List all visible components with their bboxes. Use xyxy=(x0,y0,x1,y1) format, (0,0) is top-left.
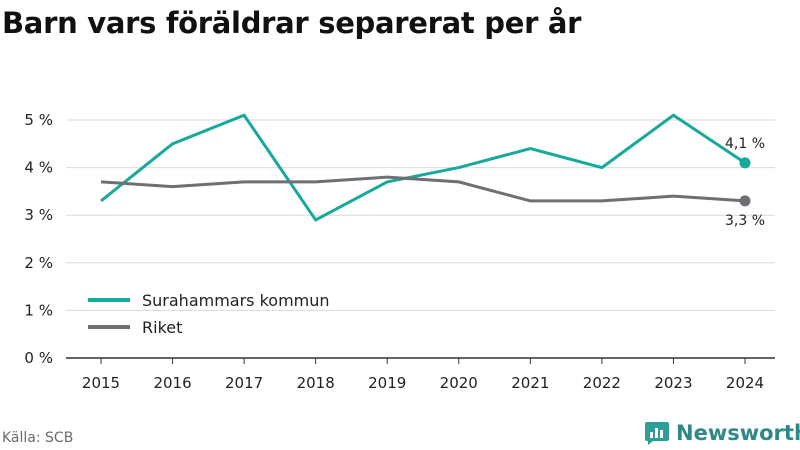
grid-lines xyxy=(66,119,775,359)
x-tick-label: 2023 xyxy=(654,374,692,392)
source-note: Källa: SCB xyxy=(2,430,74,446)
y-tick-label: 4 % xyxy=(24,159,53,177)
x-tick-label: 2018 xyxy=(297,374,335,392)
series-line-1 xyxy=(100,113,746,222)
end-data-label-2: 3,3 % xyxy=(725,213,765,229)
x-tick-label: 2017 xyxy=(225,374,263,392)
legend-label-1: Surahammars kommun xyxy=(142,291,330,310)
series-end-point-2 xyxy=(739,195,751,207)
x-tick-label: 2016 xyxy=(153,374,191,392)
x-tick-label: 2019 xyxy=(368,374,406,392)
brand-logo: Newsworthy xyxy=(644,420,800,446)
bar-chart-icon xyxy=(645,422,669,445)
legend: Surahammars kommun Riket xyxy=(88,291,330,337)
y-tick-label: 3 % xyxy=(24,206,53,224)
series-end-point-1 xyxy=(739,157,751,169)
y-tick-label: 0 % xyxy=(24,349,53,367)
legend-label-2: Riket xyxy=(142,318,182,337)
y-tick-label: 2 % xyxy=(24,254,53,272)
x-tick-label: 2022 xyxy=(583,374,621,392)
x-tick-label: 2015 xyxy=(82,374,120,392)
y-tick-label: 5 % xyxy=(24,111,53,129)
y-tick-label: 1 % xyxy=(24,301,53,319)
brand-name: Newsworthy xyxy=(676,421,800,445)
end-data-label-1: 4,1 % xyxy=(725,136,765,152)
chart-title: Barn vars föräldrar separerat per år xyxy=(2,6,582,40)
x-axis-ticks: 2015 2016 2017 2018 2019 2020 2021 2022 2023 2024 xyxy=(82,358,764,392)
x-tick-label: 2024 xyxy=(726,374,764,392)
series-layer: 4,1 % 3,3 % xyxy=(100,113,765,229)
x-tick-label: 2021 xyxy=(511,374,549,392)
y-axis-ticks: 0 % 1 % 2 % 3 % 4 % 5 % xyxy=(24,111,53,367)
x-tick-label: 2020 xyxy=(440,374,478,392)
series-line-2 xyxy=(100,175,746,203)
